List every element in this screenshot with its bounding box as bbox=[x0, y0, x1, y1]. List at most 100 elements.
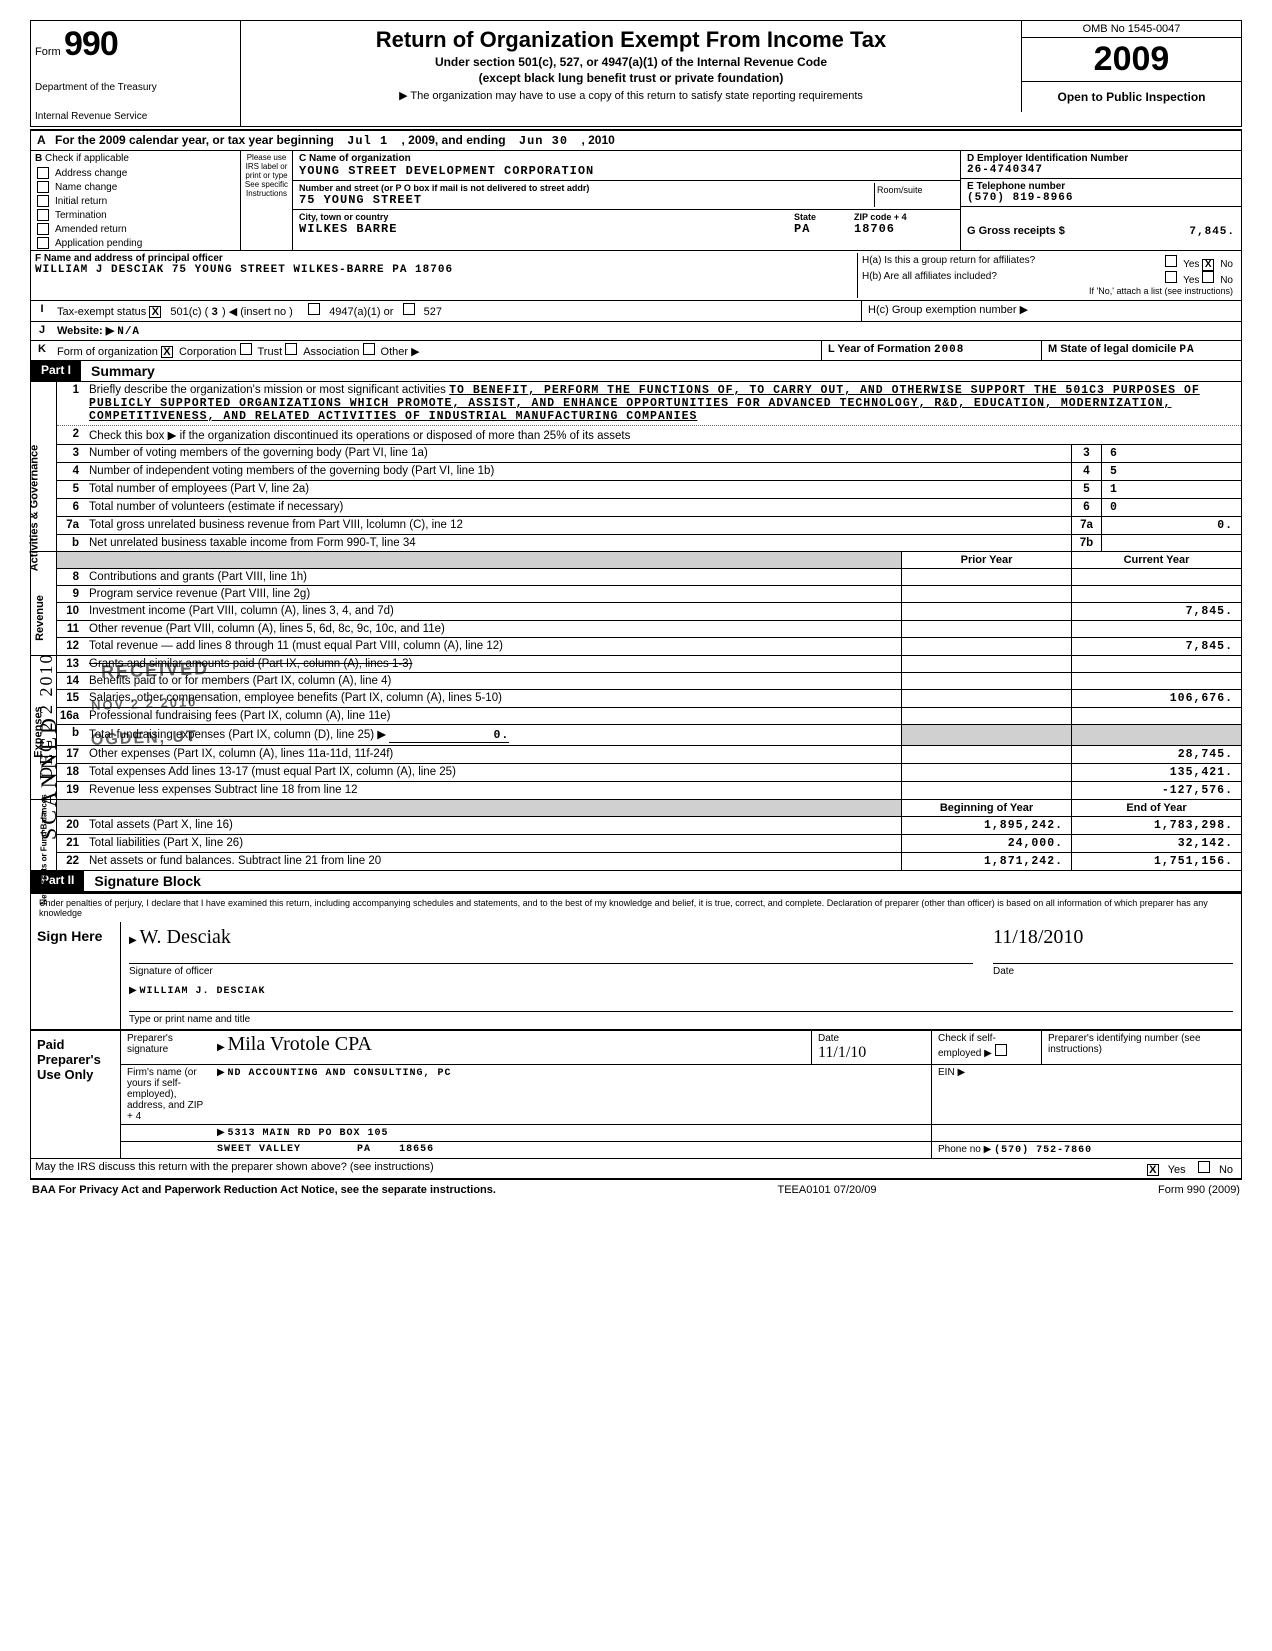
line-a-text: For the 2009 calendar year, or tax year … bbox=[55, 133, 334, 147]
chk-4947[interactable] bbox=[308, 303, 320, 315]
l8: Contributions and grants (Part VIII, lin… bbox=[85, 569, 901, 585]
col-end: End of Year bbox=[1071, 800, 1241, 816]
chk-initial-return[interactable] bbox=[37, 195, 49, 207]
check-if-applicable: Check if applicable bbox=[45, 153, 129, 164]
prep-signature[interactable]: Mila Vrotole CPA bbox=[227, 1033, 371, 1055]
chk-501c[interactable]: X bbox=[149, 306, 161, 318]
v19: -127,576. bbox=[1071, 782, 1241, 799]
lbl-hb: H(b) Are all affiliates included? bbox=[862, 271, 997, 286]
lbl-hc: H(c) Group exemption number ▶ bbox=[861, 301, 1241, 321]
v17: 28,745. bbox=[1071, 746, 1241, 763]
lbl-trust: Trust bbox=[258, 346, 283, 358]
b21: 24,000. bbox=[901, 835, 1071, 852]
chk-hb-no[interactable] bbox=[1202, 271, 1214, 283]
part1-label: Part I bbox=[31, 361, 81, 381]
chk-trust[interactable] bbox=[240, 343, 252, 355]
lbl-termination: Termination bbox=[55, 210, 107, 221]
lbl-insert: ◀ (insert no ) bbox=[229, 306, 293, 318]
state: PA bbox=[794, 222, 854, 236]
v7b bbox=[1101, 535, 1241, 551]
website: N/A bbox=[117, 326, 140, 338]
chk-self-emp[interactable] bbox=[995, 1044, 1007, 1056]
chk-assoc[interactable] bbox=[285, 343, 297, 355]
chk-corp[interactable]: X bbox=[161, 346, 173, 358]
l15: Salaries, other compensation, employee b… bbox=[85, 690, 901, 707]
lbl-app-pending: Application pending bbox=[55, 238, 142, 249]
box3: 3 bbox=[1071, 445, 1101, 462]
sign-here-label: Sign Here bbox=[31, 922, 121, 1029]
l20: Total assets (Part X, line 16) bbox=[85, 817, 901, 834]
chk-ha-no[interactable]: X bbox=[1202, 259, 1214, 271]
lbl-discuss-no: No bbox=[1219, 1164, 1233, 1176]
chk-termination[interactable] bbox=[37, 209, 49, 221]
chk-discuss-no[interactable] bbox=[1198, 1161, 1210, 1173]
lbl-ha: H(a) Is this a group return for affiliat… bbox=[862, 255, 1035, 271]
v12: 7,845. bbox=[1071, 638, 1241, 655]
box5: 5 bbox=[1071, 481, 1101, 498]
l18: Total expenses Add lines 13-17 (must equ… bbox=[85, 764, 901, 781]
side-revenue: Revenue bbox=[34, 595, 46, 641]
l2-text: Check this box ▶ if the organization dis… bbox=[85, 426, 1241, 444]
form-label: Form bbox=[35, 46, 61, 58]
firm-city: SWEET VALLEY bbox=[217, 1144, 301, 1155]
v18: 135,421. bbox=[1071, 764, 1241, 781]
lbl-phone: E Telephone number bbox=[967, 181, 1235, 192]
ln7b: b bbox=[57, 535, 85, 551]
col-begin: Beginning of Year bbox=[901, 800, 1071, 816]
e22: 1,751,156. bbox=[1071, 853, 1241, 870]
prep-date[interactable]: 11/1/10 bbox=[818, 1044, 925, 1062]
l17: Other expenses (Part IX, column (A), lin… bbox=[85, 746, 901, 763]
lbl-assoc: Association bbox=[303, 346, 359, 358]
firm-name: ND ACCOUNTING AND CONSULTING, PC bbox=[227, 1068, 451, 1079]
domicile: PA bbox=[1179, 344, 1194, 356]
firm-addr1: 5313 MAIN RD PO BOX 105 bbox=[227, 1128, 388, 1139]
chk-hb-yes[interactable] bbox=[1165, 271, 1177, 283]
ln1: 1 bbox=[57, 382, 85, 425]
lbl-address-change: Address change bbox=[55, 168, 127, 179]
chk-discuss-yes[interactable]: X bbox=[1147, 1164, 1159, 1176]
chk-name-change[interactable] bbox=[37, 181, 49, 193]
lbl-self-emp: Check if self-employed bbox=[938, 1033, 996, 1059]
box7b: 7b bbox=[1071, 535, 1101, 551]
form-note: ▶ The organization may have to use a cop… bbox=[251, 89, 1011, 102]
lbl-hb-no: No bbox=[1220, 275, 1233, 286]
chk-amended[interactable] bbox=[37, 223, 49, 235]
lbl-prep-date: Date bbox=[818, 1033, 925, 1044]
lbl-state: State bbox=[794, 212, 854, 222]
l21: Total liabilities (Part X, line 26) bbox=[85, 835, 901, 852]
letter-k: K bbox=[31, 341, 53, 360]
lbl-org-name: C Name of organization bbox=[299, 153, 954, 164]
line-a-tail: , 2010 bbox=[581, 133, 614, 147]
chk-527[interactable] bbox=[403, 303, 415, 315]
chk-other[interactable] bbox=[363, 343, 375, 355]
v4: 5 bbox=[1101, 463, 1241, 480]
l3-text: Number of voting members of the governin… bbox=[85, 445, 1071, 462]
lbl-domicile: M State of legal domicile bbox=[1048, 343, 1176, 355]
lbl-501c: 501(c) bbox=[170, 306, 201, 318]
tax-year: 2009 bbox=[1022, 38, 1241, 82]
v10: 7,845. bbox=[1071, 603, 1241, 620]
discuss-text: May the IRS discuss this return with the… bbox=[31, 1159, 1139, 1178]
chk-app-pending[interactable] bbox=[37, 237, 49, 249]
v6: 0 bbox=[1101, 499, 1241, 516]
footer-code: TEEA0101 07/20/09 bbox=[777, 1184, 876, 1196]
lbl-room: Room/suite bbox=[874, 183, 954, 207]
chk-ha-yes[interactable] bbox=[1165, 255, 1177, 267]
officer-name: WILLIAM J. DESCIAK bbox=[139, 986, 265, 997]
city: WILKES BARRE bbox=[299, 222, 794, 236]
lbl-print-name: Type or print name and title bbox=[129, 1014, 1233, 1025]
col-current: Current Year bbox=[1071, 552, 1241, 568]
lbl-form-org: Form of organization bbox=[57, 346, 158, 358]
firm-state: PA bbox=[357, 1144, 371, 1155]
chk-address-change[interactable] bbox=[37, 167, 49, 179]
footer-formref: Form 990 (2009) bbox=[1158, 1184, 1240, 1196]
letter-i: I bbox=[31, 301, 53, 321]
lbl-initial-return: Initial return bbox=[55, 196, 107, 207]
lbl-527: 527 bbox=[424, 306, 442, 318]
lbl-discuss-yes: Yes bbox=[1168, 1164, 1186, 1176]
ln7a: 7a bbox=[57, 517, 85, 534]
l19: Revenue less expenses Subtract line 18 f… bbox=[85, 782, 901, 799]
l9: Program service revenue (Part VIII, line… bbox=[85, 586, 901, 602]
officer-signature[interactable]: W. Desciak bbox=[139, 926, 230, 948]
sig-date[interactable]: 11/18/2010 bbox=[993, 926, 1233, 949]
